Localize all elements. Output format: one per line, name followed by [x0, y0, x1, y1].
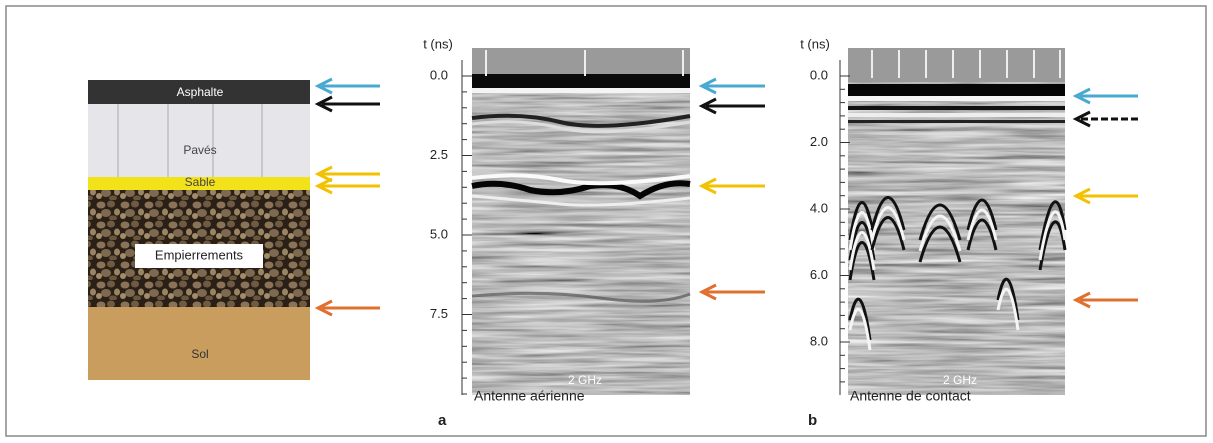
caption: Antenne de contact: [850, 388, 971, 404]
label-box: [135, 244, 263, 268]
markers: [871, 50, 1061, 78]
soil-layer: [88, 307, 310, 380]
axis-label: t (ns): [800, 36, 830, 51]
interface: [471, 113, 691, 128]
interface: [471, 120, 691, 134]
interface: [471, 180, 691, 200]
surface-reflection: [472, 88, 690, 93]
tick-label: 2.0: [810, 134, 828, 149]
tick-label: 2.5: [430, 147, 448, 162]
frequency-label: 2 GHz: [568, 373, 602, 387]
layer-label: Sable: [185, 175, 216, 189]
paver-joints: [117, 104, 263, 177]
tick-label: 5.0: [430, 226, 448, 241]
tick-label: 8.0: [810, 333, 828, 348]
axis-label: t (ns): [423, 36, 453, 51]
layer-column: Asphalte Pavés Sable Empierrements Sol: [88, 80, 310, 380]
layer-label: Empierrements: [155, 247, 244, 262]
interface: [471, 291, 691, 303]
tick-label: 6.0: [810, 267, 828, 282]
surface-reflection: [848, 84, 1065, 96]
surface-reflection: [472, 74, 690, 88]
layer-label: Asphalte: [177, 85, 224, 99]
layer-label: Pavés: [183, 143, 216, 157]
layer-label: Sol: [191, 347, 208, 361]
radar-image: [472, 48, 690, 395]
tick-label: 0.0: [430, 67, 448, 82]
hyperbolas: [848, 196, 1067, 351]
markers: [485, 50, 684, 76]
interface: [848, 113, 1065, 117]
interface: [848, 120, 1065, 123]
panel-letter: b: [808, 412, 817, 429]
caption: Antenne aérienne: [474, 388, 585, 404]
radargram-b: [839, 48, 1067, 395]
radargram-a: [461, 48, 691, 395]
tick-label: 7.5: [430, 306, 448, 321]
radar-image: [848, 48, 1065, 395]
tick-label: 4.0: [810, 200, 828, 215]
tick-label: 0.0: [810, 67, 828, 82]
panel-letter: a: [438, 412, 447, 429]
interface: [471, 173, 691, 186]
asphalt-layer: [88, 80, 310, 104]
paver-layer: [88, 104, 310, 177]
sand-layer: [88, 177, 310, 190]
frequency-label: 2 GHz: [943, 373, 977, 387]
interface: [848, 106, 1065, 110]
air-strip: [848, 48, 1065, 82]
surface-reflection: [848, 96, 1065, 101]
interface: [471, 194, 691, 207]
arrows: [314, 77, 1138, 317]
